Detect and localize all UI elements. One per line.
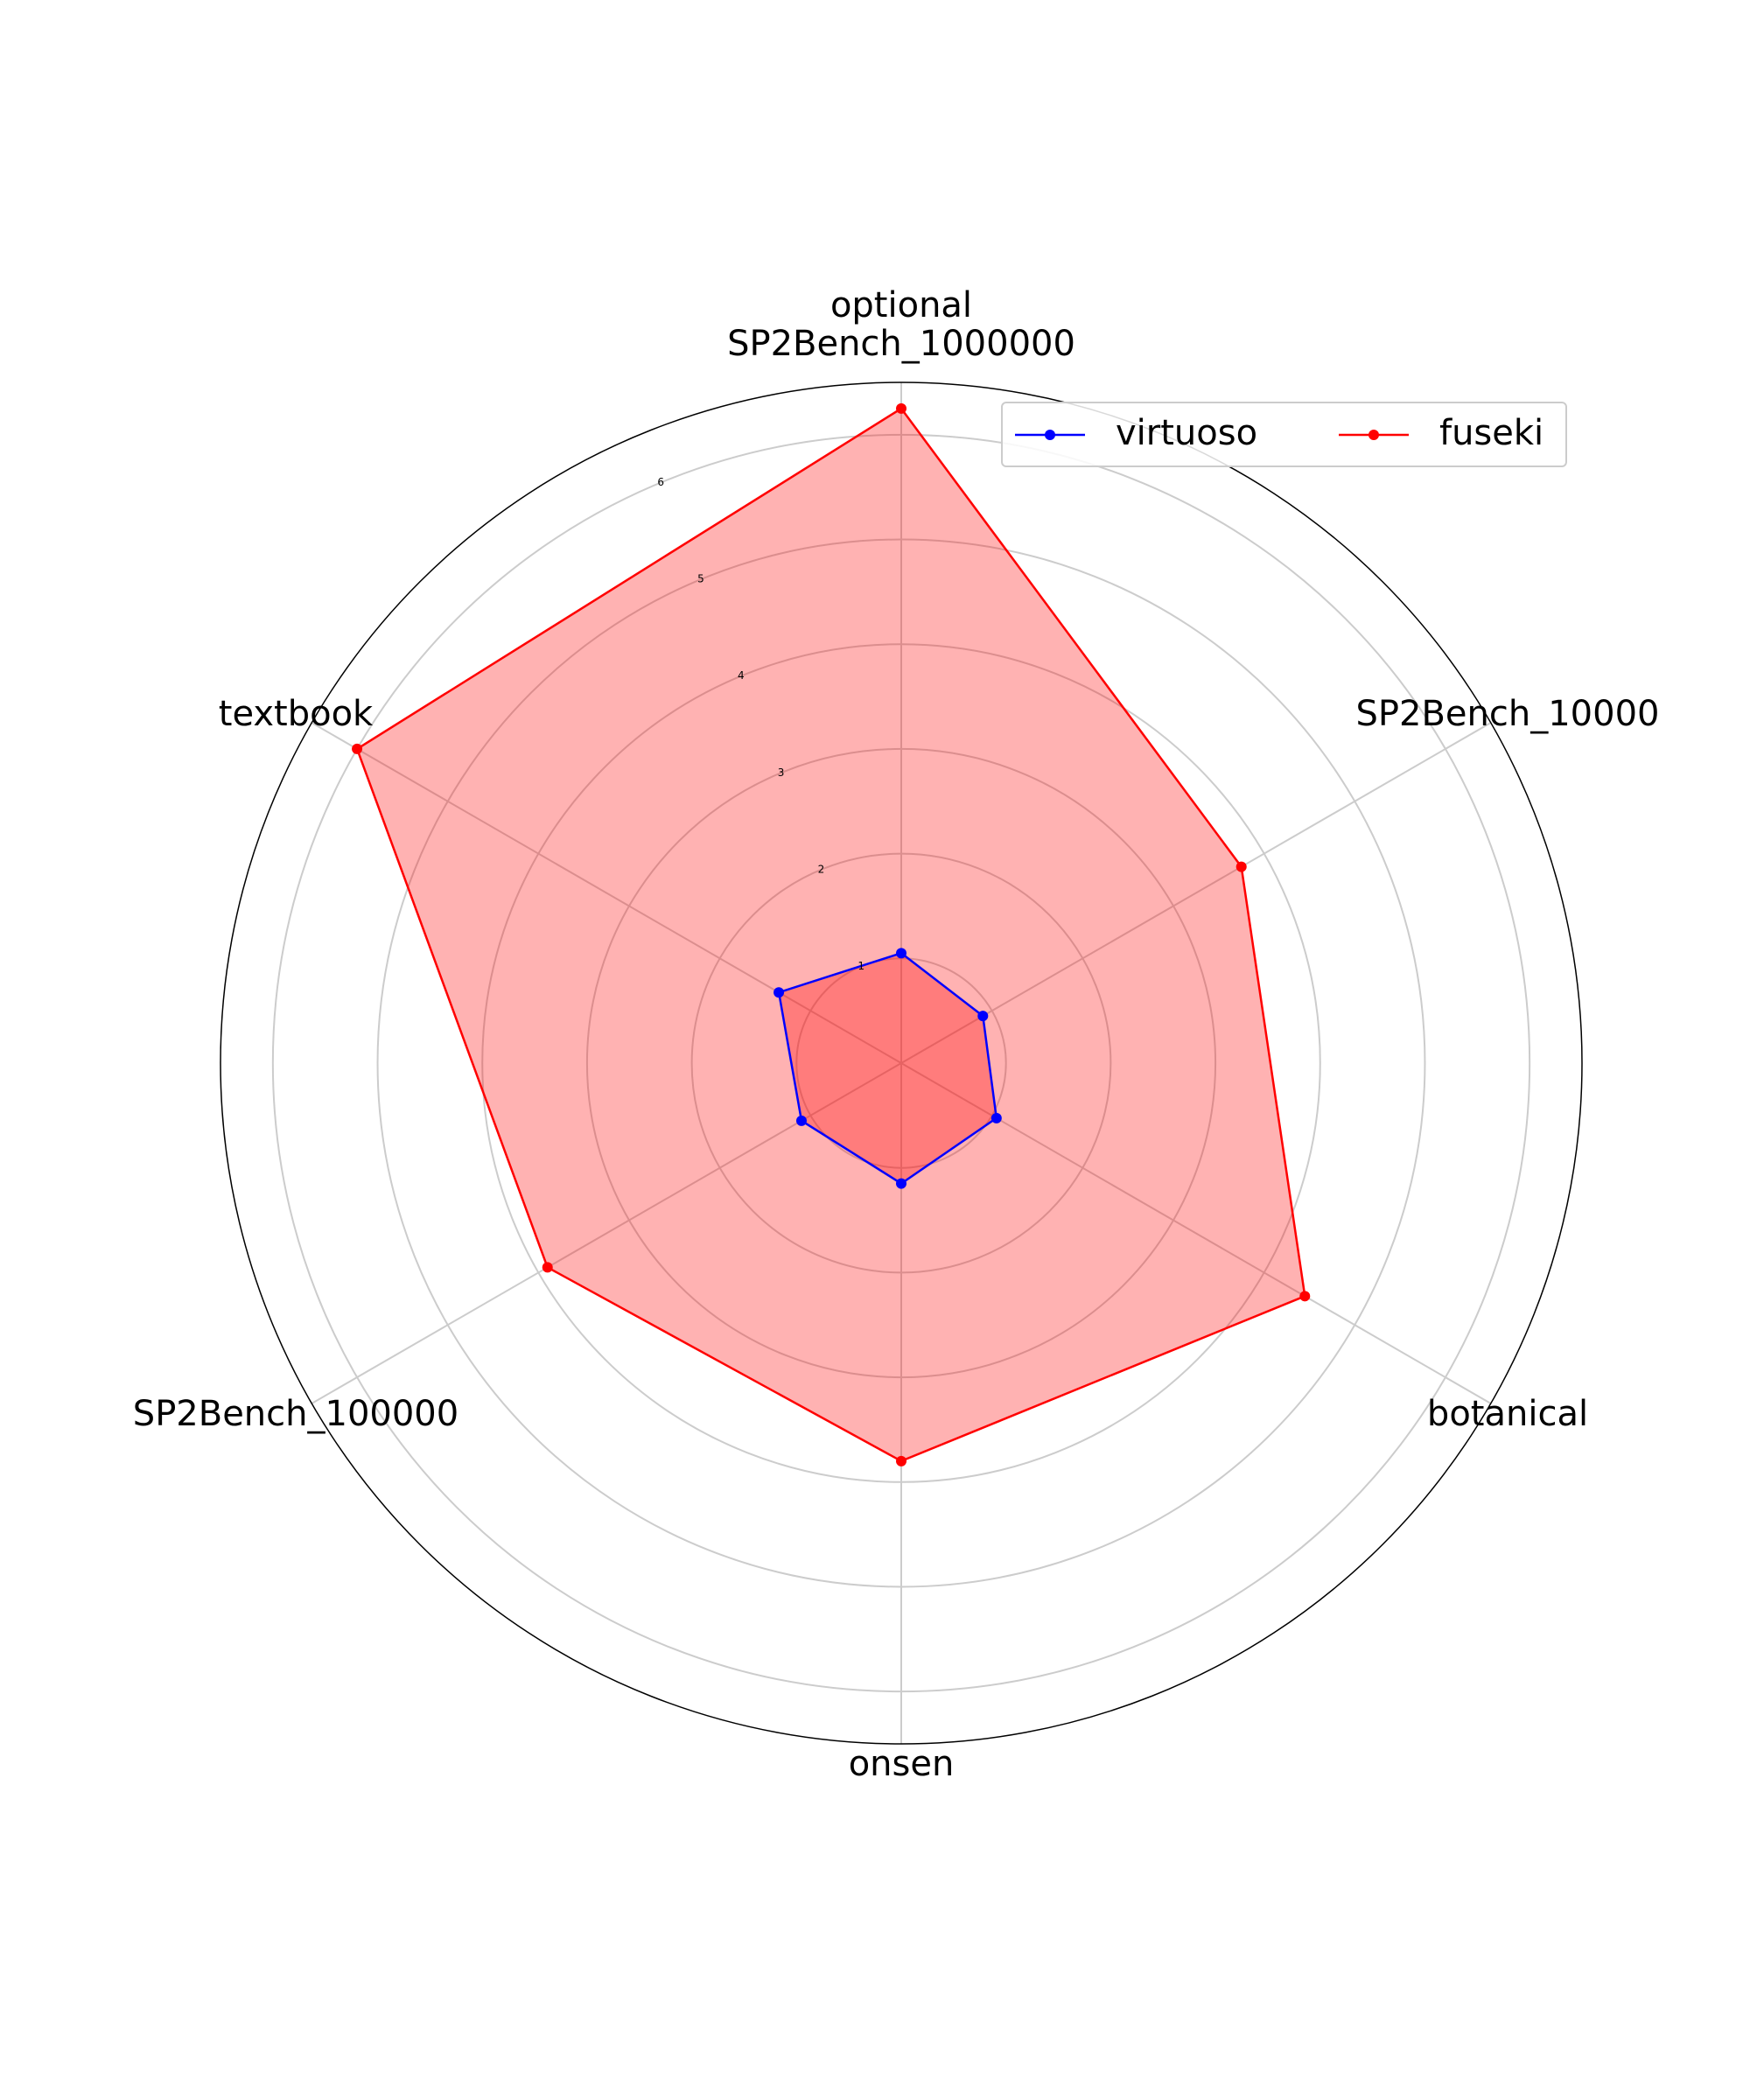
legend-label-fuseki: fuseki [1439,413,1544,453]
series-area-virtuoso [779,953,997,1184]
data-point-virtuoso [977,1011,989,1022]
data-point-fuseki [896,402,906,414]
axis-label: optional [830,285,972,326]
tick-label: 4 [738,669,745,682]
data-point-fuseki [352,743,363,754]
data-point-fuseki [896,1455,906,1466]
tick-label: 5 [697,573,704,585]
axis-label: botanical [1427,1394,1588,1434]
data-point-virtuoso [774,987,785,998]
polar-frame [220,382,1583,1745]
series-layer [352,402,1311,1466]
tick-label: 1 [858,960,864,972]
radial-tick-labels: 1 2 3 4 5 6 [657,476,864,972]
legend-marker-virtuoso [1045,430,1055,440]
grid-spoke [311,722,902,1064]
legend-label-virtuoso: virtuoso [1116,413,1257,453]
axis-label: SP2Bench_100000 [133,1394,458,1434]
data-point-virtuoso [795,1115,807,1126]
grid-spoke [900,722,1492,1064]
tick-label: 3 [778,766,785,779]
legend: virtuoso fuseki [1001,402,1567,467]
tick-label: 6 [657,476,664,488]
tick-label: 2 [818,863,825,875]
data-point-virtuoso [990,1112,1002,1124]
legend-marker-fuseki [1368,430,1379,440]
data-point-fuseki [542,1262,553,1273]
axis-label: SP2Bench_10000 [1356,694,1660,734]
data-point-fuseki [1299,1291,1311,1302]
series-area-fuseki [357,408,1306,1461]
axis-label: textbook [219,694,374,734]
axis-label: onsen [849,1744,955,1784]
data-point-fuseki [1236,861,1247,872]
legend-box [1001,402,1567,467]
axis-label: SP2Bench_1000000 [727,324,1075,364]
data-point-virtuoso [896,1178,906,1189]
data-point-virtuoso [896,948,906,959]
